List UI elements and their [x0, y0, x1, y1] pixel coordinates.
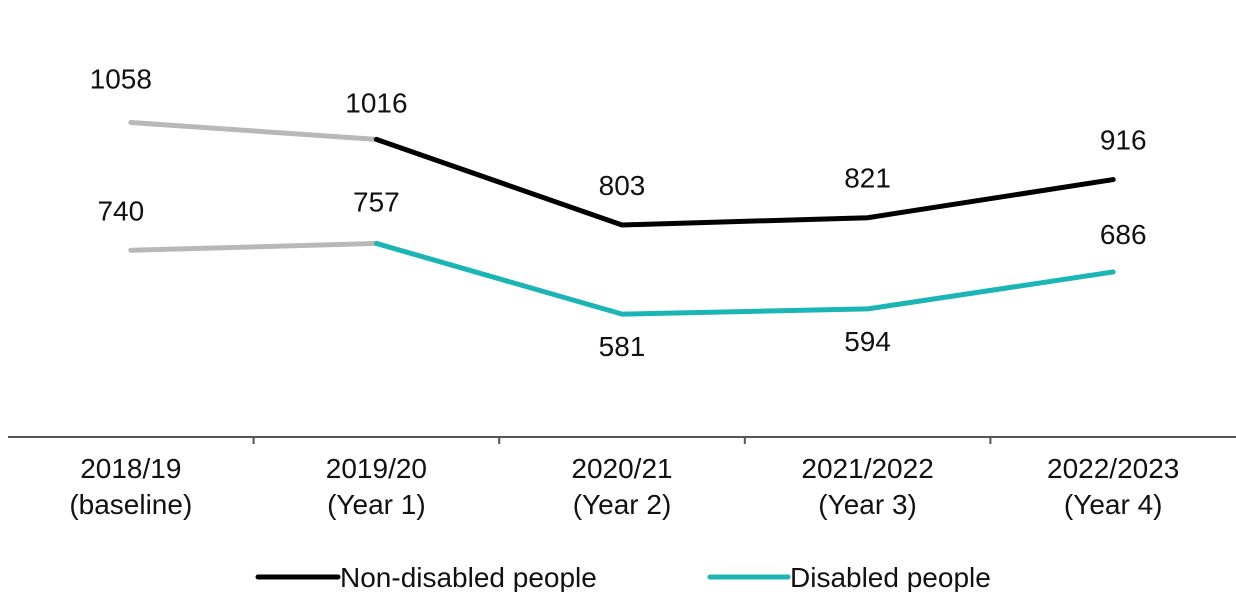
x-tick-labels: 2018/19 (baseline) 2019/20 (Year 1) 2020/21 (… — [69, 453, 1179, 520]
data-label: 1058 — [90, 63, 152, 94]
x-tick-label: (Year 1) — [327, 489, 426, 520]
x-tick-label: 2022/2023 — [1047, 453, 1179, 484]
x-axis — [8, 436, 1236, 444]
legend: Non-disabled people Disabled people — [255, 562, 991, 592]
x-tick-label: 2021/2022 — [801, 453, 933, 484]
data-label: 686 — [1100, 219, 1147, 250]
series-line-non-disabled — [373, 136, 1116, 228]
baseline-segment-disabled — [128, 240, 379, 253]
legend-label: Non-disabled people — [340, 562, 597, 592]
x-tick-label: (Year 2) — [573, 489, 672, 520]
x-tick-label: (Year 3) — [818, 489, 917, 520]
data-label: 1016 — [345, 87, 407, 118]
data-label: 594 — [844, 326, 891, 357]
x-tick-label: 2020/21 — [571, 453, 672, 484]
data-label: 757 — [353, 186, 400, 217]
data-labels: 1058 1016 803 821 916 740 757 581 594 686 — [90, 63, 1147, 362]
series-line-disabled — [373, 240, 1116, 317]
data-label: 803 — [599, 170, 646, 201]
series-lines — [128, 119, 1116, 317]
data-label: 916 — [1100, 125, 1147, 156]
data-label: 581 — [599, 331, 646, 362]
data-label: 821 — [844, 163, 891, 194]
baseline-segment-non-disabled — [128, 119, 379, 142]
legend-label: Disabled people — [790, 562, 991, 592]
x-tick-label: (Year 4) — [1064, 489, 1163, 520]
data-label: 740 — [97, 195, 144, 226]
x-tick-label: (baseline) — [69, 489, 192, 520]
x-tick-label: 2019/20 — [326, 453, 427, 484]
x-tick-label: 2018/19 — [80, 453, 181, 484]
